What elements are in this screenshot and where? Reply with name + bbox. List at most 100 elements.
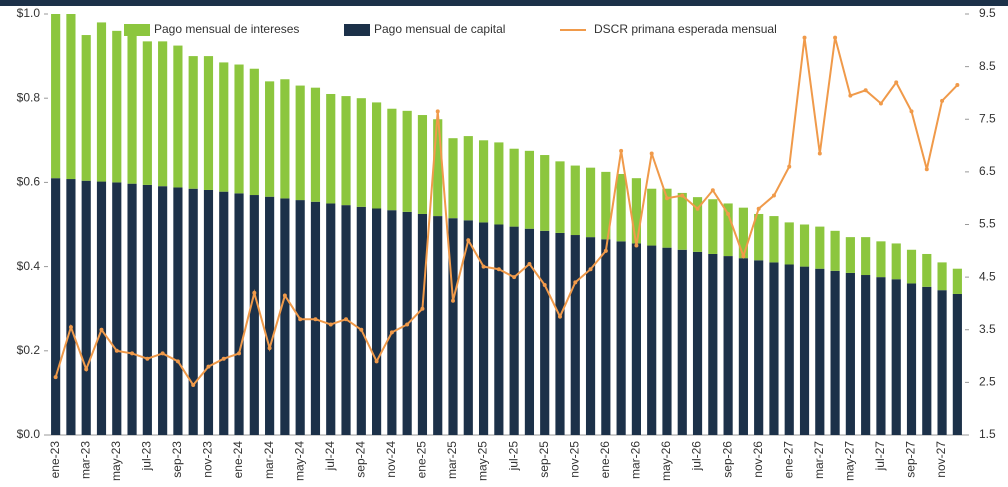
bar-segment: [310, 87, 321, 202]
dscr-marker: [848, 93, 853, 98]
bar-segment: [219, 62, 229, 192]
dscr-marker: [359, 327, 364, 332]
legend-label: Pago mensual de capital: [374, 22, 505, 36]
dscr-marker: [374, 359, 379, 364]
dscr-marker: [389, 330, 394, 335]
bar-segment: [891, 243, 901, 280]
bar-segment: [280, 79, 290, 199]
y-tick-label: $0.2: [17, 343, 41, 357]
legend-swatch: [344, 24, 370, 36]
x-tick-label: jul-24: [323, 441, 337, 472]
bar-segment: [417, 115, 428, 214]
dscr-marker: [909, 109, 914, 114]
bar-segment: [906, 283, 917, 435]
dscr-marker: [405, 322, 410, 327]
dscr-marker: [252, 290, 257, 295]
bar-segment: [478, 222, 489, 435]
bar-segment: [861, 237, 871, 276]
bar-segment: [754, 213, 764, 261]
y-tick-label: $1.0: [17, 6, 41, 20]
dscr-marker: [206, 364, 211, 369]
bar-segment: [631, 243, 641, 435]
bar-segment: [876, 277, 886, 435]
bar-segment: [234, 64, 244, 194]
x-tick-label: ene-23: [48, 441, 62, 479]
y2-tick-label: 3.5: [979, 322, 996, 336]
dscr-marker: [787, 164, 792, 169]
bar-segment: [127, 35, 137, 184]
bar-segment: [891, 279, 901, 435]
bar-segment: [692, 251, 703, 435]
dscr-marker: [924, 167, 929, 172]
bar-segment: [203, 189, 214, 435]
dscr-marker: [741, 254, 746, 259]
bar-segment: [524, 150, 535, 229]
bar-segment: [769, 216, 779, 263]
bar-segment: [922, 286, 932, 435]
bar-segment: [173, 187, 183, 435]
dscr-marker: [542, 283, 547, 288]
x-tick-label: may-24: [292, 441, 306, 481]
bar-segment: [662, 188, 672, 248]
bar-segment: [81, 35, 91, 181]
dscr-marker: [710, 188, 715, 193]
dscr-marker: [527, 261, 532, 266]
dscr-marker: [588, 267, 593, 272]
bar-segment: [922, 253, 932, 287]
bar-segment: [463, 220, 473, 435]
x-tick-label: ene-26: [598, 441, 612, 479]
x-tick-label: nov-27: [934, 441, 948, 478]
dscr-marker: [282, 293, 287, 298]
bar-segment: [616, 173, 626, 242]
bar-segment: [692, 197, 703, 252]
dscr-marker: [267, 346, 272, 351]
bar-segment: [509, 226, 519, 435]
bar-segment: [708, 199, 718, 254]
x-tick-label: nov-23: [201, 441, 215, 478]
y-tick-label: $0.4: [17, 259, 41, 273]
dscr-marker: [894, 80, 899, 85]
dscr-marker: [863, 88, 868, 93]
dscr-marker: [496, 267, 501, 272]
dscr-marker: [175, 359, 180, 364]
dscr-marker: [603, 248, 608, 253]
bar-segment: [96, 181, 107, 435]
x-tick-label: may-23: [109, 441, 123, 481]
bar-segment: [937, 262, 947, 291]
bar-segment: [326, 93, 336, 204]
bar-segment: [463, 136, 473, 221]
bar-segment: [494, 142, 504, 225]
dscr-marker: [344, 317, 349, 322]
bar-segment: [906, 249, 917, 284]
dscr-marker: [451, 298, 456, 303]
bar-segment: [708, 253, 718, 435]
legend-label: DSCR primana esperada mensual: [594, 22, 777, 36]
x-tick-label: jul-23: [140, 441, 154, 472]
y-tick-label: $0.0: [17, 427, 41, 441]
dscr-marker: [298, 317, 303, 322]
y2-tick-label: 1.5: [979, 427, 996, 441]
top-band: [0, 0, 1008, 6]
bar-segment: [372, 208, 382, 435]
dscr-marker: [771, 193, 776, 198]
bar-segment: [387, 108, 397, 211]
x-tick-label: sep-24: [353, 441, 367, 478]
bar-segment: [188, 188, 198, 435]
y2-tick-label: 5.5: [979, 217, 996, 231]
bar-segment: [677, 192, 687, 250]
bar-segment: [402, 110, 412, 212]
bar-segment: [448, 138, 458, 219]
x-tick-label: sep-23: [170, 441, 184, 478]
dscr-marker: [481, 264, 486, 269]
bar-segment: [723, 256, 733, 435]
dscr-marker: [512, 275, 517, 280]
x-tick-label: ene-25: [415, 441, 429, 479]
dscr-marker: [145, 356, 150, 361]
bar-segment: [601, 239, 611, 435]
bar-segment: [815, 268, 825, 435]
bar-segment: [540, 230, 550, 435]
dscr-marker: [68, 325, 73, 330]
bar-segment: [417, 213, 428, 435]
dscr-marker: [680, 193, 685, 198]
